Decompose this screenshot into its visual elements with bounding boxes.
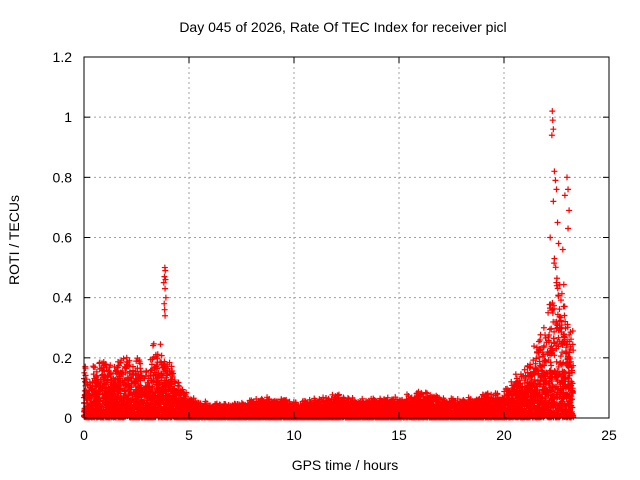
data-point — [148, 361, 155, 368]
data-point — [149, 384, 156, 391]
data-point — [97, 397, 104, 404]
data-point — [183, 389, 190, 396]
data-point — [82, 365, 89, 372]
data-point — [143, 369, 150, 376]
data-point — [107, 362, 114, 369]
data-point — [132, 368, 139, 375]
data-point — [126, 361, 133, 368]
data-point — [168, 381, 175, 388]
data-point — [165, 384, 172, 391]
data-point — [157, 341, 164, 348]
data-point — [154, 351, 161, 358]
data-point — [103, 361, 110, 368]
grid — [84, 57, 609, 418]
data-point — [96, 379, 103, 386]
data-point — [120, 355, 127, 362]
data-point — [92, 364, 99, 371]
data-point — [179, 386, 186, 393]
data-point — [158, 352, 165, 359]
data-point — [154, 365, 161, 372]
data-point — [118, 385, 125, 392]
data-points — [80, 108, 577, 421]
data-point — [107, 369, 114, 376]
data-point — [176, 383, 183, 390]
data-point — [166, 359, 173, 366]
data-point — [170, 370, 177, 377]
data-point — [175, 379, 182, 386]
data-point — [83, 376, 90, 383]
data-point — [119, 367, 126, 374]
data-point — [150, 340, 157, 347]
chart-title: Day 045 of 2026, Rate Of TEC Index for r… — [179, 19, 506, 35]
data-point — [137, 360, 144, 367]
data-point — [133, 358, 140, 365]
